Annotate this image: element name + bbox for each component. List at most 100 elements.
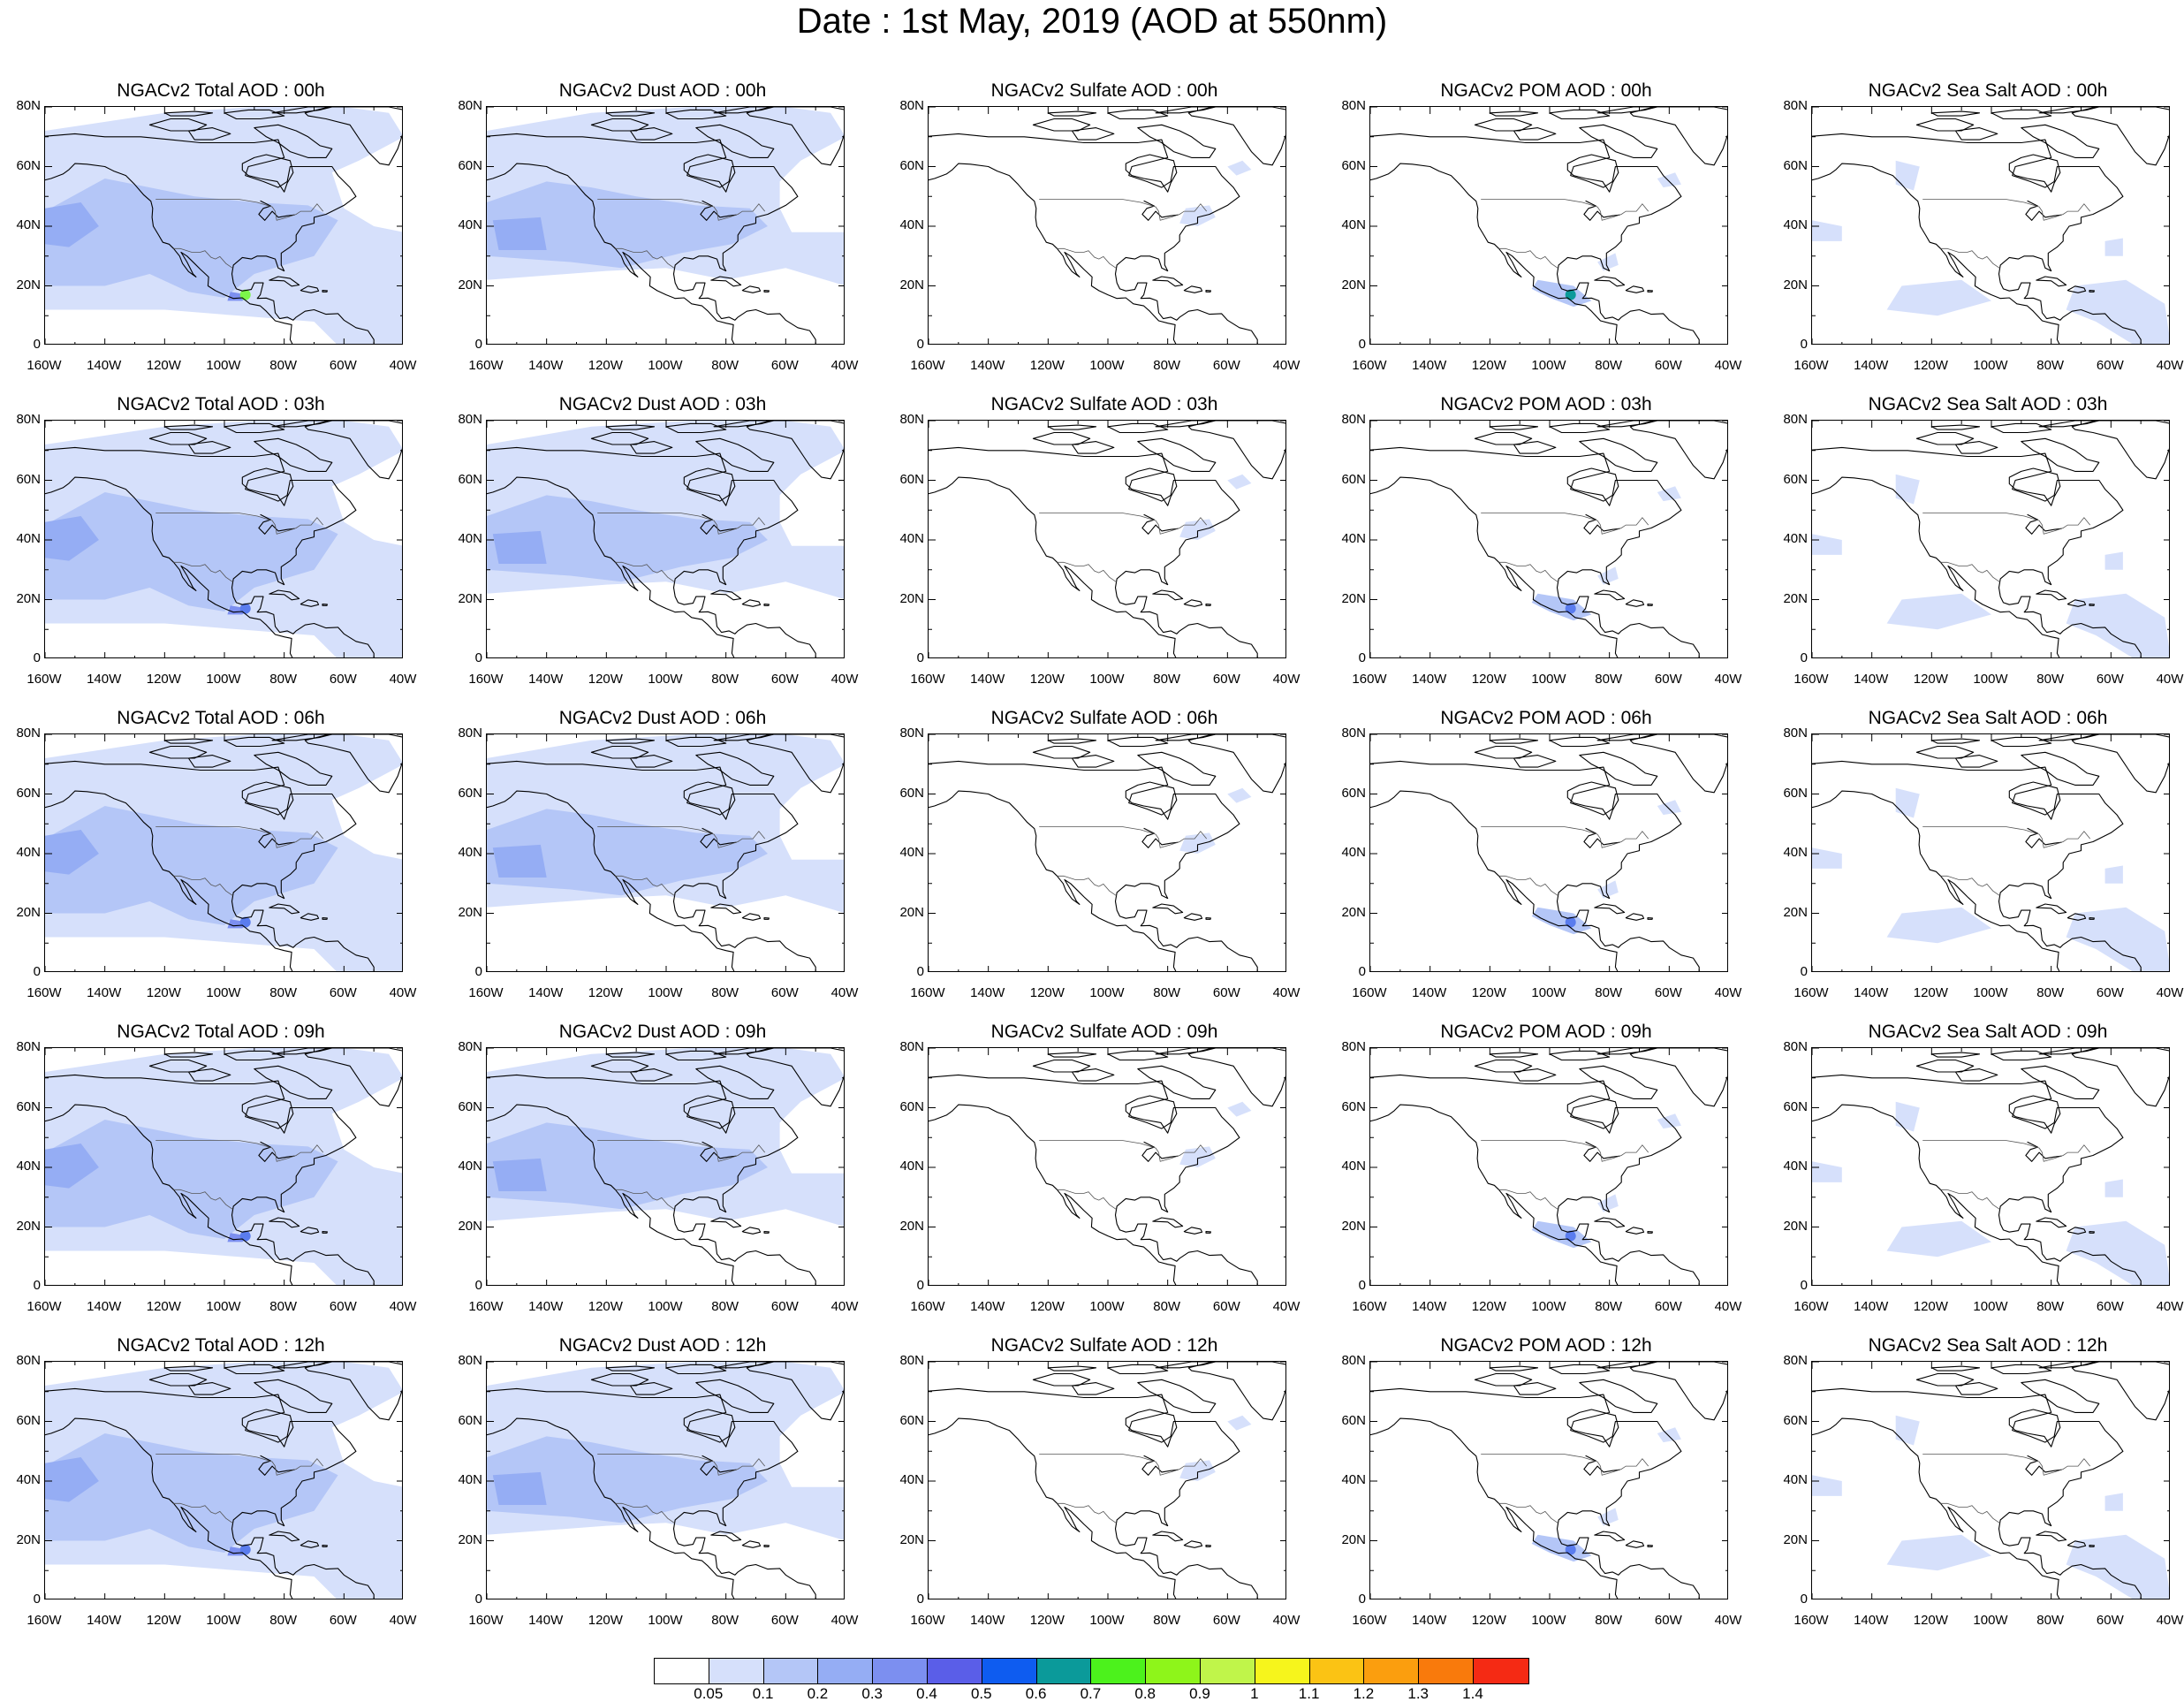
lon-tick-label: 140W: [528, 985, 564, 1000]
map-frame: [1369, 1047, 1728, 1286]
coastline: [1047, 1365, 1097, 1371]
coastline: [1474, 1372, 1533, 1387]
country-border: [155, 1454, 324, 1476]
coastline: [1047, 110, 1097, 117]
coastline: [746, 734, 844, 794]
lat-tick-label: 20N: [16, 1218, 41, 1234]
panel-title: NGACv2 Total AOD : 00h: [117, 80, 325, 101]
coastline: [1594, 1531, 1626, 1542]
coastline: [2071, 107, 2169, 166]
lat-tick-label: 0: [474, 337, 482, 352]
aod-field-region: [1179, 205, 1216, 226]
coastline: [683, 154, 736, 193]
coastline: [1513, 755, 1557, 768]
lon-tick-label: 140W: [970, 1613, 1005, 1628]
colorbar-label: 0.3: [861, 1685, 883, 1702]
country-border: [173, 1502, 233, 1523]
lat-tick-label: 60N: [899, 157, 924, 173]
coastline: [2008, 467, 2061, 506]
coastline: [1625, 913, 1645, 921]
coastline: [1915, 431, 1975, 445]
lon-tick-label: 140W: [87, 1613, 122, 1628]
lat-tick-label: 60N: [16, 1098, 41, 1114]
coastline: [2021, 1379, 2100, 1413]
lat-tick-label: 60N: [16, 157, 41, 173]
lon-tick-label: 80W: [1153, 672, 1181, 687]
coastline: [629, 755, 673, 768]
lon-tick-label: 40W: [2156, 1613, 2184, 1628]
lon-tick-label: 140W: [1412, 1613, 1447, 1628]
aod-field-region: [1886, 1534, 1991, 1571]
country-border: [1481, 826, 1649, 848]
lon-tick-label: 120W: [1029, 985, 1065, 1000]
lon-tick-label: 100W: [206, 1613, 241, 1628]
lat-tick-label: 80N: [899, 1039, 924, 1054]
lon-tick-label: 160W: [1352, 1613, 1387, 1628]
aod-field-region: [1657, 1427, 1681, 1443]
aod-map: [929, 107, 1285, 344]
lon-tick-label: 120W: [1471, 985, 1506, 1000]
lat-tick-label: 0: [1358, 1592, 1366, 1607]
lon-tick-label: 60W: [329, 358, 357, 373]
lat-tick-label: 20N: [16, 277, 41, 293]
country-border: [155, 826, 324, 848]
aod-map: [929, 734, 1285, 971]
coastline: [1812, 446, 2142, 657]
lat-tick-label: 20N: [458, 1218, 482, 1234]
lon-tick-label: 60W: [2096, 672, 2124, 687]
lon-tick-label: 100W: [648, 985, 683, 1000]
coastline: [1183, 599, 1203, 607]
aod-field-region: [1227, 1415, 1252, 1431]
colorbar-swatch: [1364, 1659, 1420, 1683]
coastline: [1596, 734, 1658, 741]
coastline: [2008, 154, 2061, 193]
aod-map: [487, 421, 844, 657]
aod-map: [1812, 1048, 2169, 1285]
coastline: [1579, 751, 1658, 786]
coastline: [1137, 751, 1217, 786]
coastline: [2008, 1095, 2061, 1134]
aod-field-region: [1812, 1475, 1842, 1496]
coastline: [1071, 755, 1115, 768]
coastline: [254, 1379, 333, 1413]
country-border: [1481, 513, 1649, 535]
lon-tick-label: 100W: [1531, 672, 1566, 687]
lon-tick-label: 40W: [1272, 358, 1301, 373]
lat-tick-label: 0: [33, 1592, 41, 1607]
coastline: [254, 1065, 333, 1099]
coastline: [1107, 1050, 1169, 1061]
lat-tick-label: 20N: [899, 277, 924, 293]
lat-tick-label: 60N: [458, 785, 482, 801]
lat-tick-label: 0: [33, 1278, 41, 1293]
lon-tick-label: 100W: [206, 1299, 241, 1314]
coastline: [929, 1387, 1258, 1599]
aod-field-region: [492, 1471, 547, 1505]
lon-tick-label: 120W: [1913, 672, 1948, 687]
lon-tick-label: 60W: [2096, 985, 2124, 1000]
lon-tick-label: 160W: [27, 985, 62, 1000]
coastline: [1032, 431, 1091, 445]
lat-tick-label: 40N: [16, 217, 41, 232]
coastline: [1930, 424, 1981, 430]
country-border: [1498, 1189, 1558, 1210]
country-border: [1039, 826, 1208, 848]
coastline: [683, 1409, 736, 1447]
panel-title: NGACv2 Total AOD : 12h: [117, 1335, 325, 1356]
coastline: [300, 285, 320, 293]
country-border: [1481, 1140, 1649, 1162]
map-frame: [928, 733, 1286, 972]
lat-tick-label: 80N: [16, 98, 41, 113]
great-lakes: [1141, 1141, 1179, 1162]
lon-tick-label: 160W: [1793, 985, 1829, 1000]
lat-tick-label: 60N: [458, 471, 482, 487]
lon-tick-label: 160W: [468, 1299, 504, 1314]
country-border: [1057, 875, 1117, 896]
coastline: [187, 755, 231, 768]
lon-tick-label: 160W: [1352, 672, 1387, 687]
coastline: [1594, 276, 1626, 287]
aod-field-region: [492, 1158, 547, 1191]
aod-field-region: [492, 530, 547, 564]
aod-field-region: [1531, 1220, 1592, 1249]
panel-title: NGACv2 Sea Salt AOD : 09h: [1868, 1022, 2108, 1042]
coastline: [2038, 1362, 2100, 1369]
